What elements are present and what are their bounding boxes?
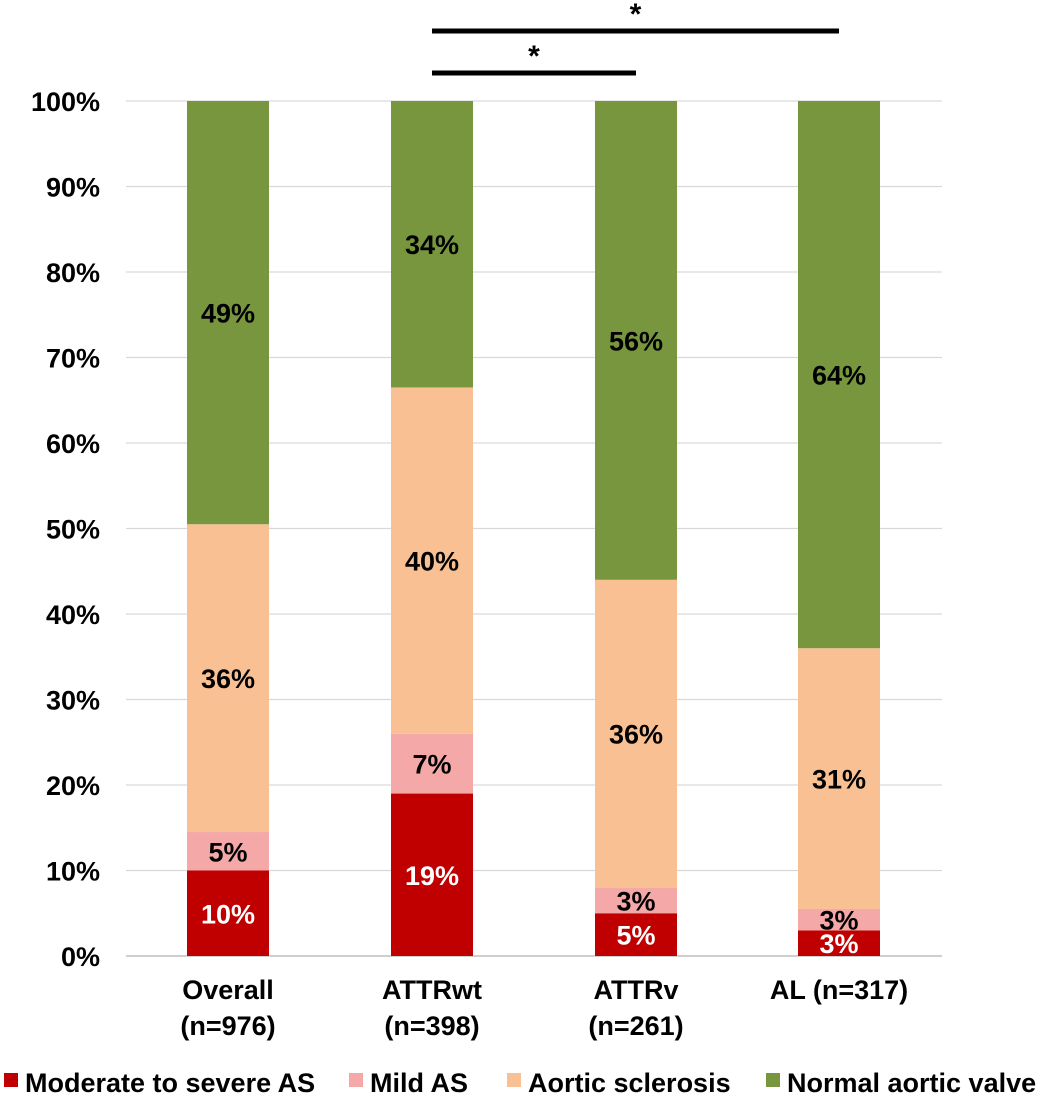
legend: Moderate to severe AS Mild AS Aortic scler… <box>4 1068 1036 1098</box>
data-label: 3% <box>616 886 655 916</box>
bar-segment <box>595 887 677 914</box>
legend-swatch <box>507 1073 521 1087</box>
category-label: (n=976) <box>180 1011 275 1041</box>
data-label: 64% <box>812 361 866 391</box>
legend-label: Mild AS <box>370 1068 468 1098</box>
y-tick-label: 90% <box>46 173 100 203</box>
legend-swatch <box>4 1073 18 1087</box>
legend-swatch <box>349 1073 363 1087</box>
bar-segment <box>187 832 269 871</box>
data-label: 5% <box>616 921 655 951</box>
y-tick-label: 10% <box>46 857 100 887</box>
bar-segment <box>798 930 880 956</box>
y-tick-label: 80% <box>46 258 100 288</box>
y-tick-label: 100% <box>31 87 100 117</box>
bar-segment <box>391 793 473 956</box>
data-label: 19% <box>405 861 459 891</box>
y-tick-label: 20% <box>46 771 100 801</box>
legend-label: Normal aortic valve <box>787 1068 1036 1098</box>
significance-star: * <box>630 0 642 31</box>
bar-segment <box>798 908 880 931</box>
y-axis: 0% 10% 20% 30% 40% 50% 60% 70% 80% 90% 100% <box>31 87 100 972</box>
bar-segment <box>595 579 677 888</box>
bar-segment <box>595 101 677 580</box>
bar-segment <box>595 913 677 956</box>
data-label: 31% <box>812 765 866 795</box>
data-label: 34% <box>405 230 459 260</box>
legend-swatch <box>766 1073 780 1087</box>
data-label: 3% <box>819 929 858 959</box>
y-tick-label: 30% <box>46 686 100 716</box>
data-label: 3% <box>819 906 858 936</box>
bar-segment <box>391 733 473 794</box>
data-label: 40% <box>405 547 459 577</box>
bar-segment <box>391 101 473 388</box>
category-label: ATTRv <box>594 975 679 1005</box>
category-label: Overall <box>182 975 274 1005</box>
category-label: ATTRwt <box>382 975 482 1005</box>
bar-segment <box>391 387 473 734</box>
y-tick-label: 60% <box>46 429 100 459</box>
data-label: 36% <box>201 664 255 694</box>
y-tick-label: 0% <box>61 942 100 972</box>
y-tick-label: 70% <box>46 344 100 374</box>
bars: 10%5%36%49%19%7%40%34%5%3%36%56%3%3%31%6… <box>187 101 880 959</box>
significance-star: * <box>528 40 540 73</box>
bar-segment <box>798 648 880 909</box>
category-label: AL (n=317) <box>770 975 908 1005</box>
bar-segment <box>187 101 269 525</box>
category-label: (n=398) <box>384 1011 479 1041</box>
x-axis: Overall (n=976) ATTRwt (n=398) ATTRv (n=261) A… <box>180 975 908 1041</box>
significance-brackets: ** <box>432 0 839 76</box>
bar-segment <box>798 101 880 649</box>
bar-segment <box>187 524 269 833</box>
data-label: 10% <box>201 899 255 929</box>
y-tick-label: 40% <box>46 600 100 630</box>
legend-label: Moderate to severe AS <box>25 1068 315 1098</box>
category-label: (n=261) <box>588 1011 683 1041</box>
data-label: 7% <box>412 750 451 780</box>
data-label: 5% <box>208 837 247 867</box>
legend-label: Aortic sclerosis <box>528 1068 731 1098</box>
data-label: 36% <box>609 720 663 750</box>
data-label: 49% <box>201 299 255 329</box>
y-tick-label: 50% <box>46 515 100 545</box>
data-label: 56% <box>609 326 663 356</box>
bar-segment <box>187 870 269 956</box>
